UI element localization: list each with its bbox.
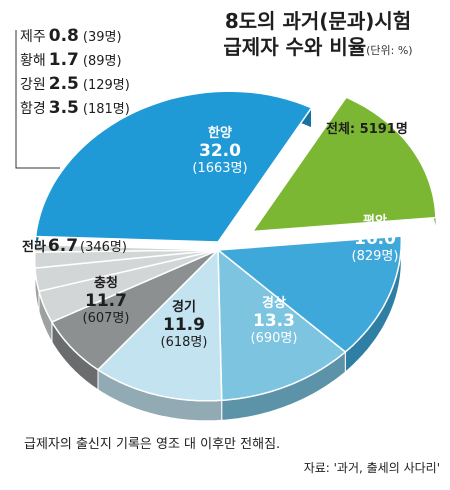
small-row-hamgyeong: 함경 3.5 (181명) — [20, 96, 130, 120]
small-row-hwanghae: 황해 1.7 (89명) — [20, 48, 130, 72]
gangwon-name: 강원 — [20, 77, 46, 93]
label-hanyang: 한양 32.0 (1663명) — [180, 126, 260, 177]
slice-pyeongan — [251, 96, 437, 233]
jeju-name: 제주 — [20, 29, 46, 45]
jeolla-name: 전라 — [22, 240, 46, 255]
title-line-2: 급제자 수와 비율(단위: %) — [192, 34, 444, 64]
gyeongsang-count: (690명) — [250, 331, 298, 347]
jeju-count: (39명) — [82, 30, 122, 45]
jeju-value: 0.8 — [48, 26, 79, 46]
hamgyeong-name: 함경 — [20, 101, 46, 117]
label-chungcheong: 충청 11.7 (607명) — [66, 276, 146, 327]
hamgyeong-value: 3.5 — [48, 98, 79, 118]
pie-top-layer — [33, 90, 437, 402]
hamgyeong-count: (181명) — [82, 102, 130, 117]
hanyang-count: (1663명) — [192, 161, 248, 177]
slice-hamgyeong — [38, 249, 219, 323]
title-line-2-text: 급제자 수와 비율 — [223, 35, 367, 59]
bracket-line — [15, 30, 60, 169]
gyeonggi-count: (618명) — [160, 335, 208, 351]
chart-title: 8도의 과거(문과)시험 급제자 수와 비율(단위: %) — [192, 8, 444, 64]
footnote: 급제자의 출신지 기록은 영조 대 이후만 전해짐. — [24, 437, 281, 452]
gangwon-count: (129명) — [82, 78, 130, 93]
hwanghae-count: (89명) — [82, 54, 122, 69]
label-jeolla: 전라 6.7 (346명) — [22, 236, 127, 256]
hanyang-name: 한양 — [208, 126, 232, 141]
slice-chungcheong — [96, 248, 223, 402]
unit-label: (단위: %) — [366, 44, 413, 57]
gyeonggi-name: 경기 — [172, 300, 196, 315]
slice-gyeonggi — [217, 248, 347, 402]
title-line-1: 8도의 과거(문과)시험 — [224, 9, 412, 33]
pyeongan-value: 16.0 — [354, 229, 396, 250]
chungcheong-value: 11.7 — [85, 291, 127, 312]
pyeongan-name: 평안 — [363, 214, 387, 229]
slice-hanyang — [34, 90, 313, 243]
source-credit: 자료: '과거, 출세의 사다리' — [303, 461, 440, 475]
slice-hwanghae — [33, 249, 219, 269]
gyeongsang-name: 경상 — [262, 296, 286, 311]
slice-jeolla — [50, 249, 219, 371]
leader-lines — [15, 30, 60, 169]
jeolla-count: (346명) — [80, 240, 127, 255]
small-regions-list: 제주 0.8 (39명) 황해 1.7 (89명) 강원 2.5 (129명) 함경 3.5(… — [20, 24, 130, 120]
slice-gyeongsang — [216, 235, 403, 353]
total-label: 전체: 5191명 — [326, 122, 408, 137]
slice-jeju — [34, 243, 219, 253]
label-gyeonggi: 경기 11.9 (618명) — [144, 300, 224, 351]
gyeongsang-value: 13.3 — [253, 311, 295, 332]
hwanghae-name: 황해 — [20, 53, 46, 69]
slice-gangwon — [34, 249, 219, 293]
label-gyeongsang: 경상 13.3 (690명) — [234, 296, 314, 347]
hanyang-value: 32.0 — [199, 141, 241, 162]
gangwon-value: 2.5 — [48, 74, 79, 94]
small-row-jeju: 제주 0.8 (39명) — [20, 24, 130, 48]
hwanghae-value: 1.7 — [48, 50, 79, 70]
gyeonggi-value: 11.9 — [163, 315, 205, 336]
small-row-gangwon: 강원 2.5 (129명) — [20, 72, 130, 96]
pyeongan-count: (829명) — [351, 249, 399, 265]
chungcheong-name: 충청 — [94, 276, 118, 291]
label-pyeongan: 평안 16.0 (829명) — [335, 214, 415, 265]
chungcheong-count: (607명) — [82, 311, 130, 327]
jeolla-value: 6.7 — [47, 236, 79, 256]
